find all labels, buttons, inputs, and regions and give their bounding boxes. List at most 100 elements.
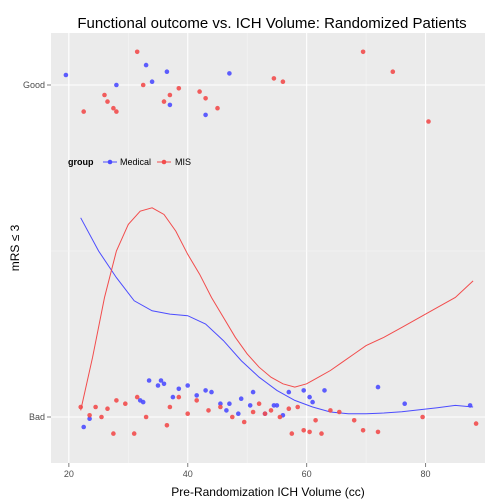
y-tick-label: Good <box>23 80 45 90</box>
point-mis-bad <box>360 428 366 433</box>
point-mis-bad <box>256 401 262 407</box>
point-mis-good <box>111 105 116 111</box>
legend-label-medical: Medical <box>120 157 151 167</box>
point-medical-bad <box>158 378 164 383</box>
point-mis-bad <box>105 406 110 412</box>
point-mis-bad <box>375 429 381 435</box>
point-medical-bad <box>301 388 307 393</box>
point-mis-good <box>215 105 220 111</box>
point-medical-bad <box>203 388 208 393</box>
point-mis-good <box>134 49 140 55</box>
point-medical-good <box>227 71 232 76</box>
legend-key-point-mis <box>161 159 167 165</box>
point-medical-bad <box>375 384 381 390</box>
point-mis-bad <box>167 404 173 410</box>
point-medical-bad <box>170 394 176 400</box>
point-medical-good <box>203 112 208 118</box>
point-mis-good <box>203 96 208 101</box>
point-mis-bad <box>268 408 274 413</box>
point-mis-good <box>102 92 107 98</box>
legend-entry-medical: Medical <box>103 157 151 167</box>
point-medical-bad <box>81 424 86 430</box>
point-mis-bad <box>307 429 312 435</box>
point-medical-good <box>114 82 119 88</box>
legend-title: group <box>68 157 94 167</box>
grid <box>51 33 485 463</box>
point-mis-bad <box>250 409 256 415</box>
point-medical-good <box>143 62 149 68</box>
plot-panel <box>51 33 485 463</box>
point-mis-good <box>197 89 202 94</box>
x-tick-label: 40 <box>183 469 193 479</box>
legend-entry-mis: MIS <box>157 157 191 167</box>
point-medical-bad <box>155 383 161 388</box>
point-mis-bad <box>111 431 116 436</box>
point-medical-bad <box>224 408 229 413</box>
legend-key-point-medical <box>107 159 113 165</box>
x-tick-label: 60 <box>302 469 312 479</box>
legend-label-mis: MIS <box>175 157 191 167</box>
point-mis-bad <box>143 414 149 420</box>
point-mis-bad <box>277 414 283 420</box>
legend: group Medical MIS <box>68 157 191 167</box>
data-points <box>63 49 479 436</box>
chart-title: Functional outcome vs. ICH Volume: Rando… <box>77 15 466 32</box>
smooth-line-medical <box>80 217 474 415</box>
point-medical-bad <box>87 416 92 422</box>
x-tick-label: 20 <box>64 469 74 479</box>
point-medical-bad <box>146 378 152 383</box>
point-mis-bad <box>99 414 104 420</box>
point-mis-bad <box>319 431 324 436</box>
point-mis-bad <box>93 404 98 410</box>
point-medical-bad <box>218 401 223 407</box>
point-medical-bad <box>176 386 182 392</box>
point-medical-bad <box>209 389 214 395</box>
x-tick-label: 80 <box>421 469 431 479</box>
point-mis-bad <box>301 428 307 433</box>
point-mis-good <box>280 79 286 84</box>
point-medical-bad <box>286 389 292 395</box>
point-mis-bad <box>206 408 211 413</box>
point-mis-bad <box>218 404 223 410</box>
y-axis-title: mRS ≤ 3 <box>8 224 22 271</box>
point-mis-bad <box>131 431 137 436</box>
point-medical-bad <box>307 394 312 400</box>
point-mis-bad <box>164 423 170 428</box>
point-mis-bad <box>289 431 295 436</box>
point-medical-bad <box>322 388 327 393</box>
smooth-lines <box>80 207 474 415</box>
point-mis-good <box>176 86 182 91</box>
point-medical-bad <box>402 401 408 407</box>
point-mis-bad <box>230 414 235 420</box>
point-mis-bad <box>473 421 479 426</box>
point-medical-bad <box>185 383 190 388</box>
point-mis-good <box>81 109 86 114</box>
point-medical-bad <box>238 396 244 402</box>
point-mis-bad <box>295 404 301 410</box>
point-mis-bad <box>194 398 199 403</box>
point-mis-good <box>161 99 167 104</box>
point-mis-good <box>105 99 110 104</box>
point-mis-bad <box>420 414 425 420</box>
point-mis-bad <box>114 398 119 403</box>
point-medical-bad <box>250 389 256 395</box>
point-medical-bad <box>467 403 473 408</box>
axis-ticks: 20 40 60 80 Bad Good <box>23 80 431 479</box>
point-mis-bad <box>286 406 292 412</box>
point-mis-bad <box>351 418 357 423</box>
point-mis-bad <box>337 409 342 415</box>
point-medical-bad <box>140 399 146 405</box>
point-mis-good <box>390 69 396 74</box>
point-mis-good <box>426 119 431 124</box>
point-mis-bad <box>176 394 182 400</box>
point-medical-good <box>63 72 69 78</box>
point-medical-bad <box>247 403 253 408</box>
point-mis-good <box>140 82 146 88</box>
y-tick-label: Bad <box>29 412 45 422</box>
point-medical-bad <box>310 399 315 405</box>
point-medical-bad <box>194 393 199 398</box>
point-medical-bad <box>274 403 280 408</box>
point-medical-bad <box>161 381 167 387</box>
point-medical-bad <box>236 411 241 417</box>
smooth-line-mis <box>80 207 474 411</box>
